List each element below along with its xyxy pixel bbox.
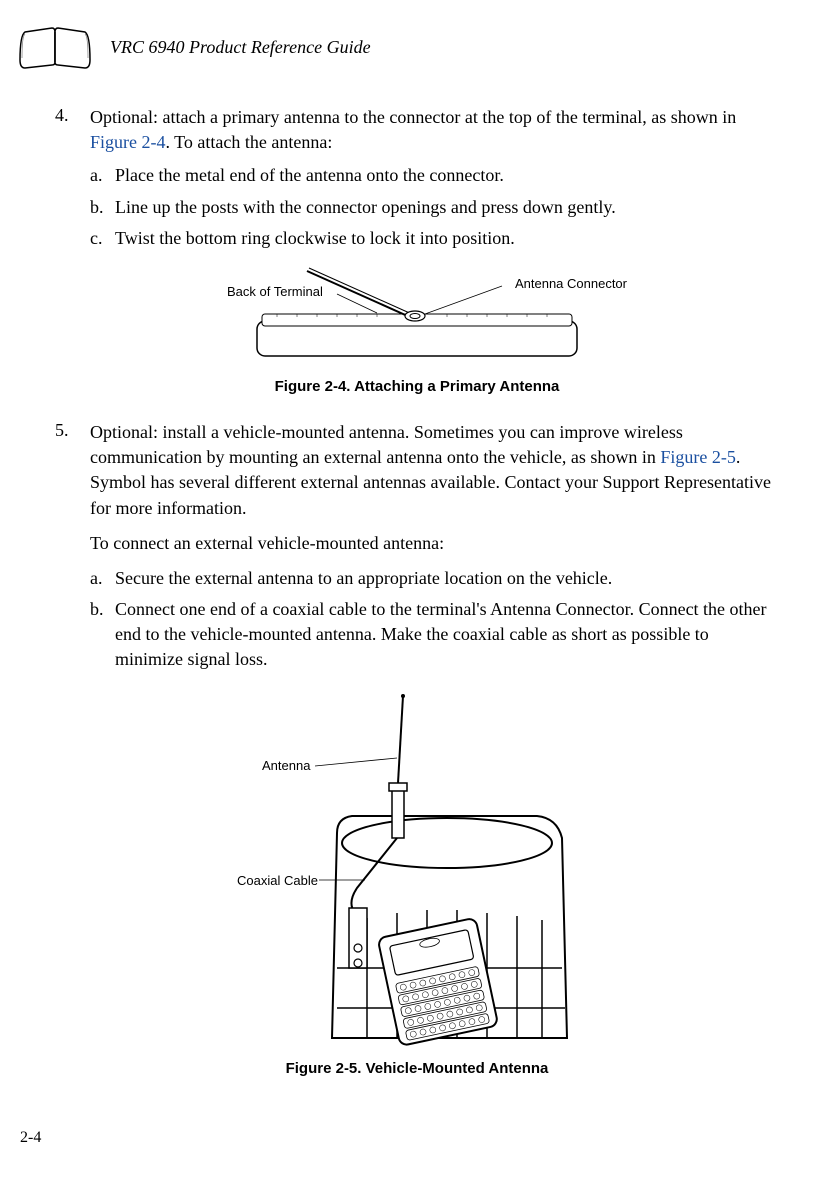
figure-2-5: Antenna Coaxial Cable — [55, 688, 779, 1077]
step-body: Optional: install a vehicle-mounted ante… — [90, 420, 779, 521]
page-header: VRC 6940 Product Reference Guide — [0, 0, 819, 75]
sub-letter: c. — [90, 226, 115, 251]
step5-para1-before: Optional: install a vehicle-mounted ante… — [90, 422, 683, 467]
step-body: Optional: attach a primary antenna to th… — [90, 105, 779, 155]
book-icon — [10, 20, 100, 75]
step-number: 5. — [55, 420, 90, 521]
step4-text-before: Optional: attach a primary antenna to th… — [90, 107, 736, 127]
label-antenna: Antenna — [262, 758, 310, 773]
step-number: 4. — [55, 105, 90, 155]
sub-letter: b. — [90, 597, 115, 673]
sub-text: Twist the bottom ring clockwise to lock … — [115, 226, 515, 251]
header-title: VRC 6940 Product Reference Guide — [110, 37, 371, 58]
step4-sub-c: c. Twist the bottom ring clockwise to lo… — [90, 226, 779, 251]
step5-para2: To connect an external vehicle-mounted a… — [90, 531, 779, 556]
sub-letter: a. — [90, 163, 115, 188]
step4-sublist: a. Place the metal end of the antenna on… — [90, 163, 779, 251]
sub-text: Place the metal end of the antenna onto … — [115, 163, 504, 188]
sub-text: Connect one end of a coaxial cable to th… — [115, 597, 779, 673]
label-coaxial-cable: Coaxial Cable — [237, 873, 318, 888]
figure-link-2-4[interactable]: Figure 2-4 — [90, 132, 166, 152]
label-antenna-connector: Antenna Connector — [515, 276, 627, 291]
step4-sub-b: b. Line up the posts with the connector … — [90, 195, 779, 220]
figure-2-5-drawing — [237, 688, 597, 1048]
figure-2-4: Back of Terminal Antenna Connector — [55, 266, 779, 395]
page-number: 2-4 — [20, 1129, 41, 1147]
step4-sub-a: a. Place the metal end of the antenna on… — [90, 163, 779, 188]
sub-text: Line up the posts with the connector ope… — [115, 195, 616, 220]
figure-2-5-caption: Figure 2-5. Vehicle-Mounted Antenna — [55, 1060, 779, 1077]
step-4: 4. Optional: attach a primary antenna to… — [55, 105, 779, 155]
step5-sub-b: b. Connect one end of a coaxial cable to… — [90, 597, 779, 673]
sub-text: Secure the external antenna to an approp… — [115, 566, 612, 591]
step-5: 5. Optional: install a vehicle-mounted a… — [55, 420, 779, 521]
figure-link-2-5[interactable]: Figure 2-5 — [660, 447, 736, 467]
step4-text-after: . To attach the antenna: — [166, 132, 333, 152]
sub-letter: b. — [90, 195, 115, 220]
step5-sub-a: a. Secure the external antenna to an app… — [90, 566, 779, 591]
page-content: 4. Optional: attach a primary antenna to… — [0, 75, 819, 1077]
label-back-of-terminal: Back of Terminal — [227, 284, 323, 299]
step5-sublist: a. Secure the external antenna to an app… — [90, 566, 779, 673]
sub-letter: a. — [90, 566, 115, 591]
figure-2-4-caption: Figure 2-4. Attaching a Primary Antenna — [55, 378, 779, 395]
